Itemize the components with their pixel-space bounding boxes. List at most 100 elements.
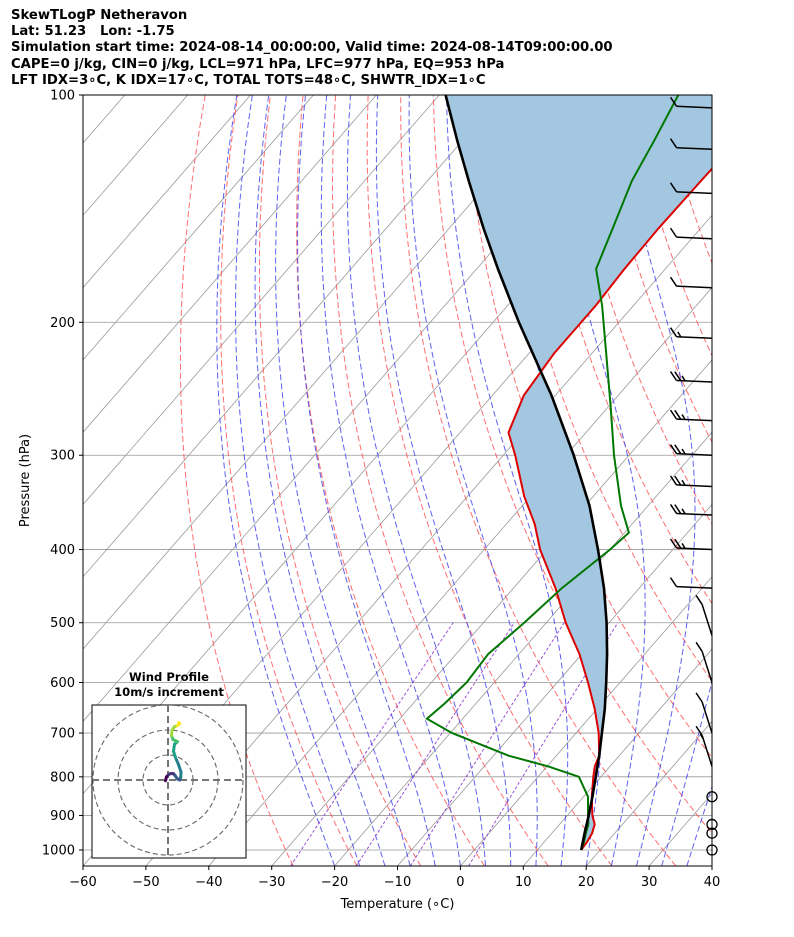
wind-barb xyxy=(669,138,713,151)
barb-staff xyxy=(676,418,713,422)
y-tick-label: 500 xyxy=(50,616,75,631)
barb-half-flag xyxy=(681,375,686,382)
barb-half-flag xyxy=(681,542,686,549)
isotherm-line xyxy=(83,95,440,506)
barb-flag xyxy=(674,371,682,382)
isotherm-line xyxy=(83,95,503,578)
isotherm-line xyxy=(397,503,712,866)
barb-flag xyxy=(669,504,678,514)
x-tick-label: 30 xyxy=(641,875,658,890)
wind-barb xyxy=(669,538,713,551)
barb-flag xyxy=(669,409,678,420)
isotherm-line xyxy=(83,95,566,650)
x-tick-label: −60 xyxy=(69,875,96,890)
hodograph-title-line1: Wind Profile xyxy=(129,670,209,684)
barb-staff xyxy=(676,512,713,516)
isotherm-line xyxy=(775,95,794,866)
barb-half-flag xyxy=(699,733,704,740)
dewpoint-profile xyxy=(425,95,680,851)
moist-adiabat xyxy=(613,95,696,866)
wind-barb xyxy=(695,594,713,636)
isotherm-line xyxy=(585,720,712,866)
dry-adiabat xyxy=(258,95,422,866)
wind-barb xyxy=(669,444,713,456)
x-tick-label: −40 xyxy=(195,875,222,890)
x-tick-label: 40 xyxy=(704,875,721,890)
barb-flag xyxy=(674,504,682,515)
wind-barb xyxy=(669,227,713,240)
barb-staff xyxy=(701,735,713,767)
y-tick-label: 200 xyxy=(50,316,75,331)
barb-half-flag xyxy=(681,448,686,455)
dry-adiabat xyxy=(563,95,712,526)
dry-adiabat xyxy=(331,95,549,866)
isotherm-line xyxy=(83,95,377,433)
wind-barb xyxy=(669,577,713,589)
y-tick-label: 100 xyxy=(50,89,75,104)
wind-barb xyxy=(695,692,713,734)
wind-barb xyxy=(669,276,713,289)
moist-adiabat xyxy=(737,95,794,866)
barb-flag xyxy=(669,577,678,588)
moist-adiabat xyxy=(275,95,411,866)
barb-staff xyxy=(701,701,713,734)
barb-staff xyxy=(676,379,713,383)
x-tick-label: 0 xyxy=(456,875,464,890)
barb-flag xyxy=(669,138,678,149)
moist-adiabat xyxy=(297,95,436,866)
dry-adiabat xyxy=(400,95,677,866)
y-tick-label: 300 xyxy=(50,449,75,464)
moist-adiabat xyxy=(320,95,461,866)
location-line: Lat: 51.23 Lon: -1.75 xyxy=(11,24,175,40)
barb-flag xyxy=(669,96,678,107)
barb-flag xyxy=(674,475,682,486)
mixing-ratio-line xyxy=(355,622,515,866)
dry-adiabat xyxy=(498,95,712,683)
barb-flag xyxy=(669,371,678,381)
dry-adiabat xyxy=(660,95,712,265)
y-tick-label: 600 xyxy=(50,676,75,691)
x-tick-label: −30 xyxy=(258,875,285,890)
barb-staff xyxy=(676,285,713,289)
barb-staff xyxy=(676,236,713,240)
barb-staff xyxy=(676,452,713,456)
barb-half-flag xyxy=(681,414,686,420)
barb-flag xyxy=(695,725,703,736)
wind-barb xyxy=(669,409,713,422)
wind-barb xyxy=(669,371,713,383)
axes: −60 −50 −40 −30 −20 −10 0 10 20 30 40 100 200 300 400 5… xyxy=(18,89,720,913)
cape-line: CAPE=0 j/kg, CIN=0 j/kg, LCL=971 hPa, LF… xyxy=(11,56,505,72)
moist-adiabat xyxy=(711,864,712,866)
barb-flag xyxy=(669,227,678,238)
hodograph-inset xyxy=(91,704,247,859)
moist-adiabat xyxy=(408,95,538,866)
barb-staff xyxy=(676,547,713,551)
barb-half-flag xyxy=(677,331,682,338)
barb-flag xyxy=(695,641,703,652)
barb-half-flag xyxy=(681,508,686,515)
x-tick-label: −20 xyxy=(321,875,348,890)
barb-flag xyxy=(669,276,678,287)
x-axis-label: Temperature (∘C) xyxy=(340,897,455,912)
y-tick-label: 400 xyxy=(50,543,75,558)
barb-flag xyxy=(695,692,703,703)
mixing-ratio-line xyxy=(290,622,454,866)
wind-barb xyxy=(669,475,713,488)
isotherm-line xyxy=(711,865,712,866)
barb-flag xyxy=(669,538,678,549)
wind-barb xyxy=(669,327,713,340)
barb-staff xyxy=(701,604,713,636)
chart-title: SkewTLogP Netheravon xyxy=(11,8,188,23)
wind-barbs xyxy=(669,96,718,856)
parcel-profile xyxy=(444,95,609,851)
dry-adiabat xyxy=(366,95,613,866)
barb-flag xyxy=(674,444,682,455)
barb-flag xyxy=(695,594,703,605)
y-tick-label: 700 xyxy=(50,727,75,742)
moist-adiabat xyxy=(346,95,487,866)
mixing-ratio-line xyxy=(468,622,619,866)
time-line: Simulation start time: 2024-08-14_00:00:… xyxy=(11,40,613,56)
y-tick-label: 900 xyxy=(50,809,75,824)
moist-adiabat xyxy=(216,95,336,866)
